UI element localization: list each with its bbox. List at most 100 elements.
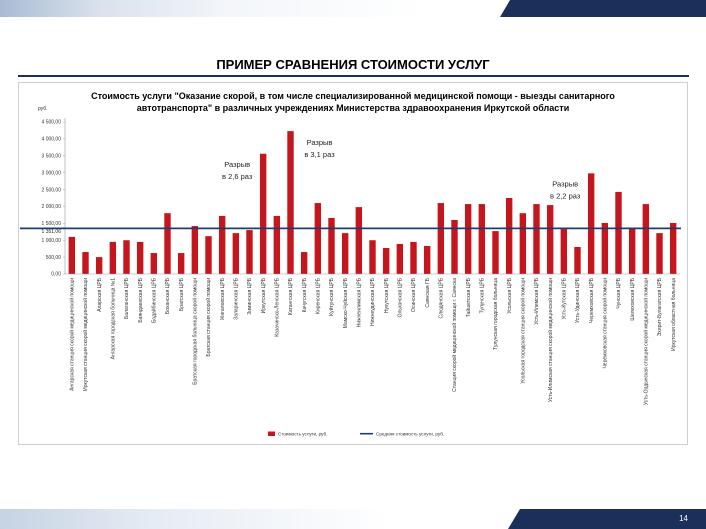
x-tick-label: Зиминская ЦРБ	[247, 277, 253, 315]
bar	[109, 241, 117, 274]
x-tick-label: Черемховская станция скорой помощи	[602, 278, 609, 369]
bar	[628, 228, 636, 274]
bar	[396, 243, 404, 274]
bar	[191, 226, 199, 274]
bar	[355, 207, 363, 274]
x-tick-label: Чунская ЦРБ	[616, 277, 622, 308]
legend: Стоимость услуги, руб. Средняя стоимость…	[268, 431, 444, 437]
bar	[273, 215, 281, 274]
bar	[136, 241, 144, 274]
gap-annotations: Разрыв в 2,6 раз Разрыв в 3,1 раз Разрыв в 2,…	[222, 138, 581, 200]
bar	[464, 204, 472, 274]
x-tick-label: Нижнеилимская ЦРБ	[357, 277, 363, 327]
y-tick-label: 2 000,00	[42, 204, 62, 210]
y-tick-label: 1 500,00	[42, 221, 62, 227]
bar	[560, 229, 568, 274]
x-tick-label: Мамско-Чуйская ЦРБ	[342, 277, 349, 328]
x-tick-label: Иркутская ЦРБ	[261, 277, 267, 313]
bar	[341, 233, 349, 274]
x-tick-label: Ангарская городская больница №1	[111, 278, 117, 360]
gap-annotation-line: Разрыв	[307, 138, 333, 147]
y-tick-label: 3 000,00	[42, 170, 62, 176]
x-tick-label: Усть-Ордынская станция скорой медицинско…	[643, 278, 650, 405]
x-tick-label: Казачинско-Ленская ЦРБ	[275, 277, 281, 336]
chart-title-line-1: Стоимость услуги "Оказание скорой, в том…	[91, 91, 615, 101]
bar	[205, 236, 212, 274]
bar-series	[68, 131, 677, 274]
slide-title: ПРИМЕР СРАВНЕНИЯ СТОИМОСТИ УСЛУГ	[216, 57, 490, 72]
bar	[328, 217, 335, 274]
x-tick-label: Ольхонская ЦРБ	[398, 277, 404, 317]
bar	[669, 222, 677, 274]
bar	[423, 245, 431, 274]
bar	[615, 191, 622, 274]
bar	[437, 203, 445, 274]
bar	[150, 253, 158, 274]
x-tick-label: Киренская ЦРБ	[316, 277, 322, 314]
x-tick-label: Черемховская ЦРБ	[589, 277, 595, 323]
bottom-navy-band	[508, 509, 706, 529]
bar	[410, 241, 417, 274]
bar	[519, 213, 527, 274]
x-tick-label: Усольская городская станция скорой помощ…	[520, 278, 527, 384]
x-tick-label: Качугская ЦРБ	[302, 277, 308, 312]
x-tick-label: Куйтунская ЦРБ	[328, 277, 335, 316]
bar	[68, 236, 76, 274]
x-tick-label: Усть-Илимская ЦРБ	[534, 277, 540, 324]
y-axis-ticks: 0,00 500,00 1 000,00 1 500,00 2 000,00 2 500,…	[42, 120, 65, 278]
x-tick-label: Боханская ЦРБ	[165, 277, 171, 314]
bar	[95, 257, 103, 274]
bar	[287, 131, 294, 274]
x-tick-label: Тайшетская ЦРБ	[465, 277, 472, 317]
y-tick-label: 4 500,00	[42, 120, 62, 126]
bar	[123, 240, 130, 274]
bar	[300, 252, 308, 274]
bar	[642, 204, 650, 274]
bar	[587, 173, 595, 274]
y-tick-label: 3 500,00	[42, 153, 62, 159]
bar	[505, 198, 513, 274]
bar	[478, 204, 486, 274]
x-tick-label: Нукутская ЦРБ	[384, 277, 390, 313]
bar	[492, 231, 499, 274]
x-tick-label: Шелеховская ЦРБ	[630, 277, 636, 320]
x-tick-label: Нижнеудинская ЦРБ	[370, 277, 376, 326]
bar	[656, 233, 663, 274]
bar	[232, 233, 240, 274]
bar	[533, 204, 540, 274]
x-tick-label: Катангская ЦРБ	[288, 277, 294, 315]
bar	[546, 205, 554, 274]
legend-line-label: Средняя стоимость услуги, руб.	[376, 432, 444, 437]
average-value-label: 1 351,06	[42, 229, 62, 235]
x-tick-label: Братская городская больница скорой помощ…	[192, 278, 199, 385]
gap-annotation-line: в 2,6 раз	[222, 172, 253, 181]
x-tick-label: Иркутская станция скорой медицинской пом…	[82, 278, 89, 391]
y-tick-label: 1 000,00	[42, 238, 62, 244]
gap-annotation-line: в 2,2 раз	[550, 191, 581, 200]
bar	[164, 213, 171, 274]
legend-bar-swatch	[268, 431, 275, 436]
x-tick-label: Слюдянская ЦРБ	[439, 277, 445, 318]
x-tick-label: Тулунская ЦРБ	[480, 277, 486, 313]
top-navy-band	[500, 0, 706, 17]
x-tick-label: Ангарская станция скорой медицинской пом…	[69, 278, 76, 391]
gap-annotation-line: в 3,1 раз	[304, 150, 335, 159]
bar	[246, 230, 253, 274]
x-axis-category-labels: Ангарская станция скорой медицинской пом…	[69, 277, 677, 405]
title-divider	[18, 75, 689, 77]
bar	[259, 153, 267, 274]
x-tick-label: Аларская ЦРБ	[97, 277, 103, 312]
x-tick-label: Тулунская городская больница	[493, 278, 499, 350]
x-tick-label: Станция скорой медицинской помощи г. Сая…	[451, 278, 458, 392]
legend-bar-label: Стоимость услуги, руб.	[278, 432, 327, 437]
x-tick-label: Баяндаевская ЦРБ	[138, 277, 144, 322]
y-axis-label: руб.	[38, 106, 48, 112]
bar	[82, 252, 89, 274]
gap-annotation-line: Разрыв	[552, 179, 578, 188]
x-tick-label: Бодайбинская ЦРБ	[151, 277, 158, 323]
bar	[218, 215, 226, 274]
x-tick-label: Эхирит-Булагатская ЦРБ	[657, 277, 663, 336]
bar	[451, 219, 458, 274]
